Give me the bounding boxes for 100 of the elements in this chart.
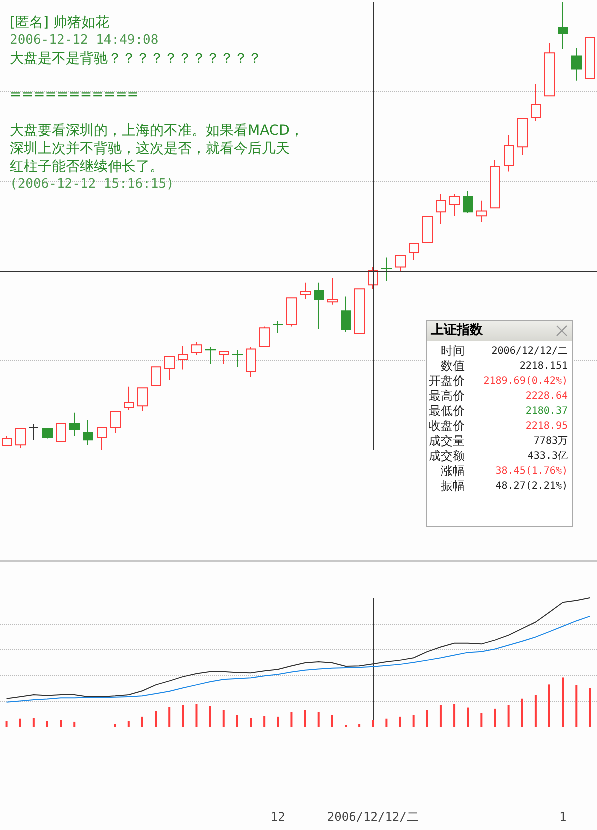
category-label: 成交额 xyxy=(429,449,465,464)
category-label: 开盘价 xyxy=(429,374,465,389)
candlestick xyxy=(164,356,175,381)
candlestick xyxy=(341,296,351,333)
candlestick xyxy=(191,342,202,356)
candlestick xyxy=(137,388,148,412)
candlestick xyxy=(83,419,93,446)
bar xyxy=(209,706,212,727)
text: 7783万 xyxy=(534,436,568,447)
bar xyxy=(548,684,551,727)
text: 2189.69(0.42%) xyxy=(484,376,568,387)
candlestick xyxy=(110,411,121,434)
x-tick-label: 2006/12/12/二 xyxy=(327,810,419,824)
candlestick xyxy=(490,160,500,209)
candlestick xyxy=(259,326,270,348)
candlestick xyxy=(42,428,53,440)
bar xyxy=(250,718,252,727)
candlestick xyxy=(558,2,568,50)
text: 上证指数 xyxy=(427,321,572,341)
bar xyxy=(534,695,537,727)
text: 433.3亿 xyxy=(528,451,568,462)
bar xyxy=(562,678,564,727)
bar xyxy=(6,721,8,727)
bar xyxy=(454,704,456,727)
bar xyxy=(318,712,320,727)
text: 2180.37 xyxy=(526,406,568,417)
candlestick xyxy=(409,243,419,261)
text: 2228.64 xyxy=(526,391,568,402)
category-label: 数值 xyxy=(440,359,465,374)
bar xyxy=(182,705,184,727)
bar xyxy=(521,698,524,727)
candlestick xyxy=(97,428,107,450)
x-tick-label: 1 xyxy=(559,810,567,824)
candlestick xyxy=(124,386,134,411)
text: 2006-12-12 14:49:08 xyxy=(10,32,160,50)
candlestick xyxy=(476,200,487,222)
bar xyxy=(46,721,48,727)
candlestick xyxy=(327,277,338,306)
bar xyxy=(155,711,158,727)
bar xyxy=(508,705,510,727)
candlestick xyxy=(300,282,311,300)
annotation: 大盘是不是背驰？？？？？？？？？？？ xyxy=(10,50,263,68)
x-tick-label: 12 xyxy=(270,810,286,824)
text: 38.45(1.76%) xyxy=(496,466,568,477)
bar xyxy=(264,716,266,727)
category-label: 涨幅 xyxy=(440,464,465,479)
text: 48.27(2.21%) xyxy=(496,481,568,492)
candlestick xyxy=(69,412,80,437)
candlestick xyxy=(56,424,66,442)
bar xyxy=(386,718,388,727)
candlestick xyxy=(381,257,392,282)
bar xyxy=(480,713,483,727)
candlestick xyxy=(571,48,582,82)
bar xyxy=(290,712,293,727)
category-label: 最低价 xyxy=(429,404,465,419)
text: 2218.151 xyxy=(520,361,568,372)
candlestick xyxy=(2,436,12,446)
candlestick xyxy=(232,350,243,368)
bar xyxy=(304,710,306,727)
text: 2218.95 xyxy=(526,421,568,432)
bar xyxy=(168,707,171,727)
text: 2006/12/12/二 xyxy=(492,346,568,357)
candlestick xyxy=(504,134,514,172)
bar xyxy=(114,724,116,727)
candlestick xyxy=(436,194,446,225)
bar xyxy=(74,722,76,727)
bar xyxy=(277,716,280,727)
bar xyxy=(222,710,225,727)
annotation: (2006-12-12 15:16:15) xyxy=(10,176,176,194)
candlestick xyxy=(151,366,161,386)
bar xyxy=(426,710,428,727)
text: [匿名] 帅猪如花 xyxy=(10,14,110,32)
candlestick xyxy=(531,83,541,122)
candlestick xyxy=(178,346,188,370)
candlestick xyxy=(463,190,473,214)
annotation: 大盘要看深圳的，上海的不准。如果看MACD， xyxy=(10,122,304,140)
candlestick xyxy=(354,288,365,334)
candlestick xyxy=(422,216,433,244)
candlestick xyxy=(395,256,406,273)
candlestick xyxy=(585,37,595,80)
bar xyxy=(196,704,198,727)
candlestick xyxy=(449,194,460,217)
bar xyxy=(128,721,130,727)
bar xyxy=(60,720,62,727)
candlestick xyxy=(273,320,283,334)
candlestick xyxy=(314,282,324,330)
annotation: 红柱子能否继续伸长了。 xyxy=(10,158,165,176)
annotation: 深圳上次并不背驰，这次是否，就看今后几天 xyxy=(10,140,291,158)
bar xyxy=(141,716,144,727)
candlestick xyxy=(219,351,229,364)
bar xyxy=(494,708,496,727)
category-label: 收盘价 xyxy=(429,419,465,434)
candlestick xyxy=(15,428,26,449)
candlestick xyxy=(29,424,39,441)
bar xyxy=(358,724,361,727)
annotation: =========== xyxy=(10,86,140,104)
bar xyxy=(467,708,470,727)
bar xyxy=(19,718,22,727)
candlestick xyxy=(246,346,256,378)
category-label: 振幅 xyxy=(440,479,465,494)
